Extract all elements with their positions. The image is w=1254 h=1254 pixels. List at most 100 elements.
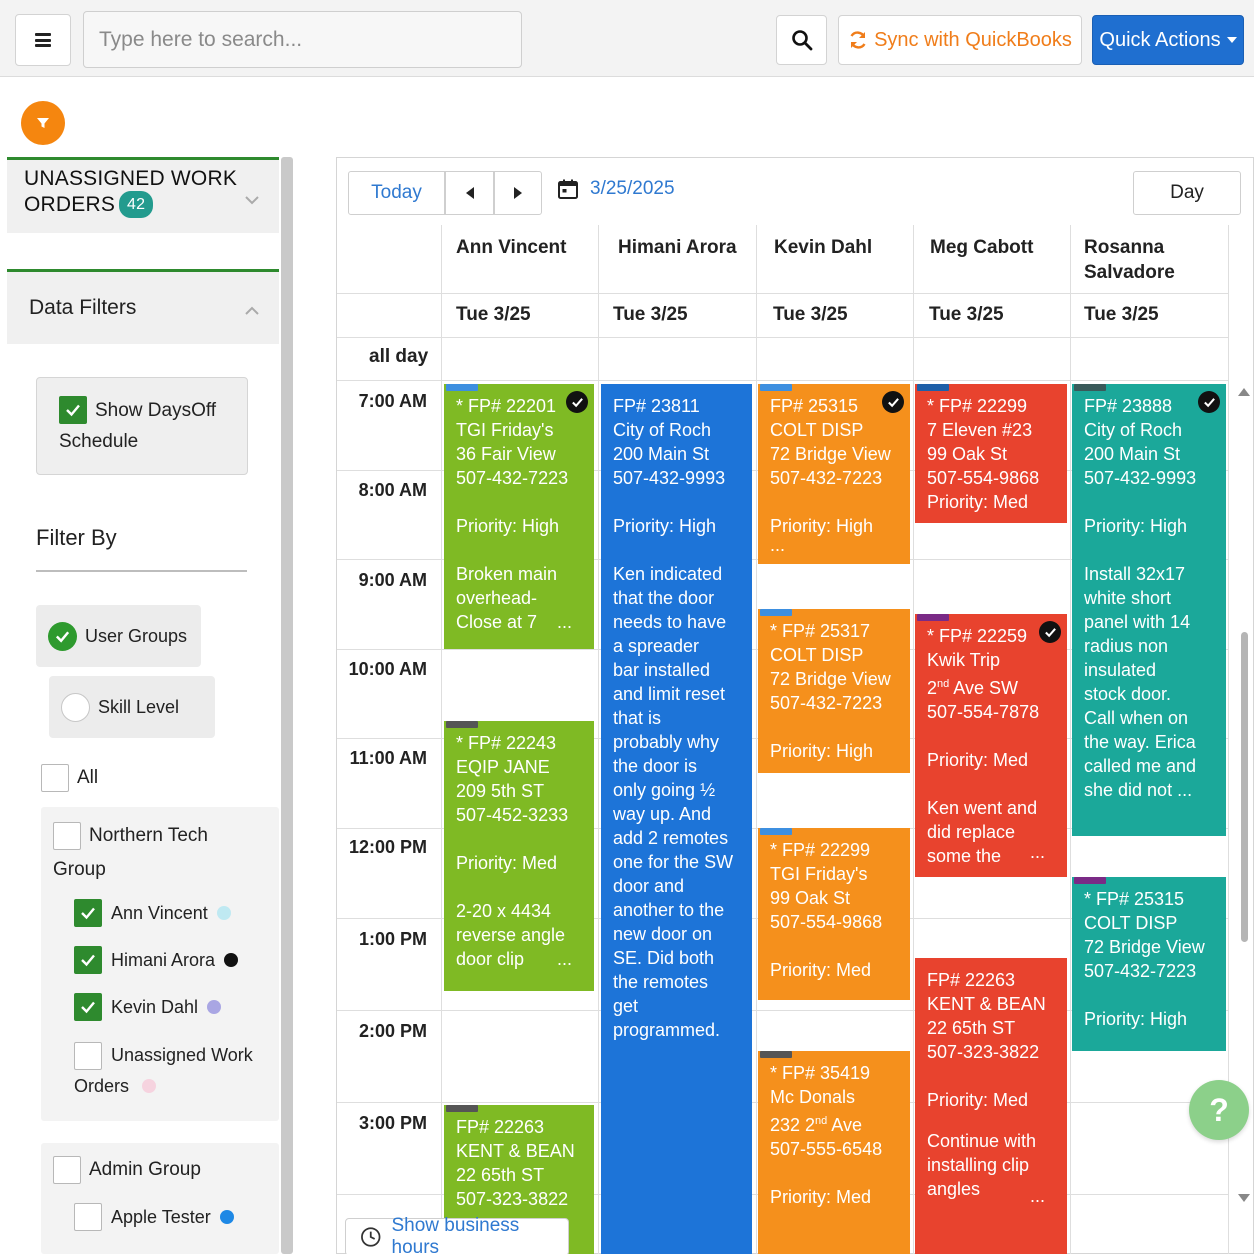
- all-checkbox[interactable]: [41, 764, 69, 792]
- resource-date: Tue 3/25: [1084, 304, 1159, 325]
- event-card[interactable]: * FP# 22299 7 Eleven #23 99 Oak St 507-5…: [915, 384, 1067, 523]
- scroll-up-arrow-icon[interactable]: [1238, 388, 1250, 396]
- menu-button[interactable]: [15, 14, 71, 66]
- event-note: Continue with: [927, 1131, 1037, 1151]
- previous-day-button[interactable]: [445, 171, 494, 215]
- event-note: needs to have: [613, 612, 727, 632]
- date-picker[interactable]: 3/25/2025: [557, 178, 675, 200]
- event-more: ...: [770, 535, 786, 555]
- event-more: ...: [556, 612, 572, 632]
- event-note: stock door.: [1084, 684, 1172, 704]
- member-unassigned-work-orders[interactable]: Unassigned Work Orders: [74, 1040, 253, 1102]
- unassigned-work-orders-header[interactable]: UNASSIGNED WORK ORDERS 42: [7, 157, 279, 233]
- event-priority: Priority: Med: [770, 960, 872, 980]
- calendar-scrollbar[interactable]: [1238, 380, 1250, 1210]
- filter-all-option[interactable]: All: [41, 764, 98, 792]
- event-note: SE. Did both: [613, 948, 715, 968]
- help-button[interactable]: ?: [1189, 1080, 1249, 1140]
- member-name-line2: Orders: [74, 1076, 130, 1096]
- grid-line: [913, 225, 914, 1254]
- event-card[interactable]: * FP# 35419 Mc Donals 232 2nd Ave 507-55…: [758, 1051, 910, 1254]
- event-card[interactable]: FP# 25315 COLT DISP 72 Bridge View 507-4…: [758, 384, 910, 564]
- member-ann-vincent[interactable]: Ann Vincent: [74, 899, 231, 927]
- event-card[interactable]: * FP# 22201 TGI Friday's 36 Fair View 50…: [444, 384, 594, 649]
- event-priority: Priority: High: [456, 516, 560, 536]
- check-icon: [81, 907, 95, 920]
- time-label: 11:00 AM: [349, 748, 427, 768]
- scroll-thumb[interactable]: [1241, 632, 1248, 942]
- member-checkbox[interactable]: [74, 899, 102, 927]
- next-day-button[interactable]: [494, 171, 542, 215]
- calendar: Today 3/25/2025 Day: [336, 157, 1254, 1254]
- event-note: new door on: [613, 924, 713, 944]
- sync-label: Sync with QuickBooks: [874, 28, 1072, 51]
- event-card[interactable]: FP# 23811 City of Roch 200 Main St 507-4…: [601, 384, 752, 1254]
- event-phone: 507-432-7223: [770, 693, 883, 713]
- show-daysoff-toggle[interactable]: Show DaysOff Schedule: [36, 377, 248, 475]
- skill-level-option[interactable]: Skill Level: [49, 676, 215, 738]
- search-input[interactable]: [83, 11, 522, 68]
- member-kevin-dahl[interactable]: Kevin Dahl: [74, 993, 222, 1021]
- data-filters-header[interactable]: Data Filters: [7, 269, 279, 344]
- event-card[interactable]: * FP# 22259 Kwik Trip 2nd Ave SW 507-554…: [915, 614, 1067, 877]
- event-card[interactable]: FP# 22263 KENT & BEAN 22 65th ST 507-323…: [915, 958, 1067, 1254]
- sync-quickbooks-button[interactable]: Sync with QuickBooks: [838, 15, 1082, 65]
- grid-line: [337, 380, 1229, 381]
- member-checkbox[interactable]: [74, 1042, 102, 1071]
- event-note: and limit reset: [613, 684, 726, 704]
- event-card[interactable]: * FP# 25315 COLT DISP 72 Bridge View 507…: [1072, 877, 1226, 1051]
- member-checkbox[interactable]: [74, 946, 102, 974]
- show-daysoff-checkbox[interactable]: [59, 396, 87, 424]
- northern-tech-group-title[interactable]: Northern Tech Group: [53, 819, 208, 887]
- member-name-line1: Unassigned Work: [111, 1045, 253, 1065]
- filter-toggle-button[interactable]: [21, 101, 65, 145]
- sidebar-scrollbar[interactable]: [281, 157, 293, 1254]
- search-button[interactable]: [776, 15, 827, 65]
- today-button[interactable]: Today: [348, 171, 445, 215]
- event-note: Broken main: [456, 564, 558, 584]
- event-title: FP# 25315: [770, 396, 859, 416]
- event-phone: 507-452-3233: [456, 805, 569, 825]
- chevron-left-icon: [465, 187, 474, 199]
- check-icon: [81, 954, 95, 967]
- member-himani-arora[interactable]: Himani Arora: [74, 946, 239, 974]
- member-checkbox[interactable]: [74, 1203, 102, 1231]
- event-customer: KENT & BEAN: [456, 1141, 575, 1161]
- user-groups-option[interactable]: User Groups: [36, 605, 201, 667]
- event-title: * FP# 22201: [456, 396, 557, 416]
- event-card[interactable]: FP# 23888 City of Roch 200 Main St 507-4…: [1072, 384, 1226, 836]
- quick-actions-label: Quick Actions: [1099, 28, 1221, 51]
- admin-group-title[interactable]: Admin Group: [53, 1153, 201, 1187]
- event-title: FP# 22263: [456, 1117, 545, 1137]
- event-phone: 507-432-7223: [456, 468, 569, 488]
- radio-selected-icon: [48, 621, 77, 651]
- time-label: 8:00 AM: [358, 480, 427, 500]
- admin-group-checkbox[interactable]: [53, 1155, 81, 1184]
- event-note: Call when on: [1084, 708, 1189, 728]
- event-address: 72 Bridge View: [1084, 937, 1205, 957]
- member-checkbox[interactable]: [74, 993, 102, 1021]
- unassigned-title-line1: UNASSIGNED WORK: [24, 167, 238, 190]
- view-selector[interactable]: Day: [1133, 171, 1241, 215]
- member-apple-tester[interactable]: Apple Tester: [74, 1203, 234, 1231]
- resource-header-rosanna-salvadore: Rosanna Salvadore: [1084, 235, 1175, 285]
- event-customer: TGI Friday's: [770, 864, 868, 884]
- check-icon: [81, 1001, 95, 1014]
- quick-actions-button[interactable]: Quick Actions: [1092, 15, 1244, 65]
- filter-icon: [37, 118, 49, 128]
- northern-tech-group-checkbox[interactable]: [53, 821, 81, 850]
- event-card[interactable]: * FP# 22243 EQIP JANE 209 5th ST 507-452…: [444, 721, 594, 991]
- event-card[interactable]: * FP# 22299 TGI Friday's 99 Oak St 507-5…: [758, 828, 910, 1000]
- scroll-down-arrow-icon[interactable]: [1238, 1194, 1250, 1202]
- completed-check-icon: [1198, 391, 1220, 413]
- unassigned-title: UNASSIGNED WORK ORDERS 42: [24, 166, 237, 218]
- event-note: a spreader: [613, 636, 700, 656]
- event-phone: 507-554-7878: [927, 702, 1040, 722]
- event-note: she did not ...: [1084, 780, 1193, 800]
- event-card[interactable]: * FP# 25317 COLT DISP 72 Bridge View 507…: [758, 609, 910, 773]
- show-business-hours-button[interactable]: Show business hours: [345, 1215, 569, 1254]
- color-dot: [142, 1079, 157, 1093]
- event-address: 36 Fair View: [456, 444, 556, 464]
- event-title: * FP# 22243: [456, 733, 557, 753]
- event-note: one for the SW: [613, 852, 734, 872]
